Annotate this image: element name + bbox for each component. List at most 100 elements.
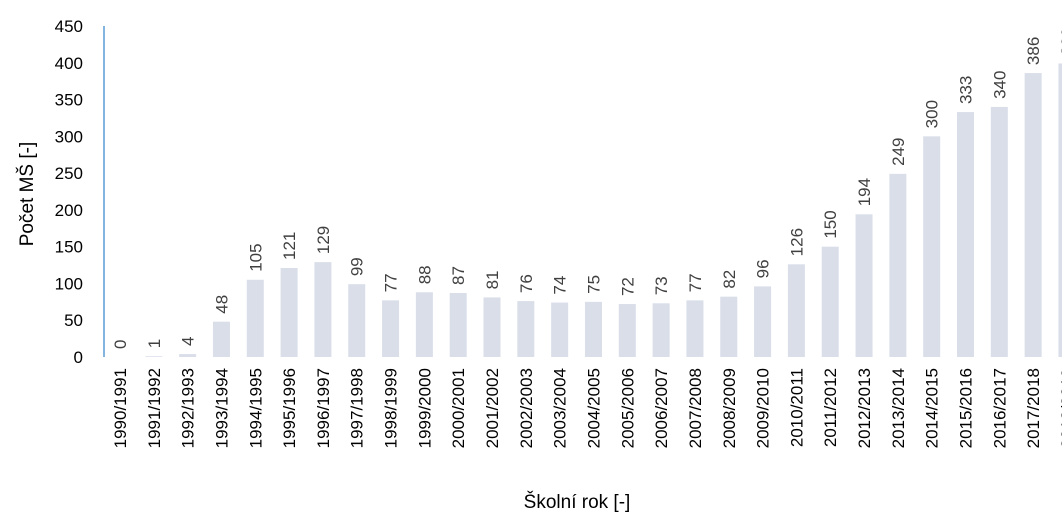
data-label: 126	[787, 228, 806, 256]
data-label: 399	[1058, 27, 1062, 55]
data-label: 121	[280, 232, 299, 260]
bar	[1058, 63, 1062, 357]
data-label: 48	[212, 295, 231, 314]
bar	[246, 279, 264, 357]
x-tick-label: 2006/2007	[652, 368, 671, 448]
x-tick-label: 2000/2001	[449, 368, 468, 448]
y-tick-label: 450	[55, 17, 83, 36]
x-tick-label: 2011/2012	[821, 368, 840, 447]
data-label: 88	[415, 265, 434, 284]
x-tick-label: 1996/1997	[314, 368, 333, 448]
bar	[517, 301, 535, 357]
x-tick-label: 2005/2006	[618, 368, 637, 448]
y-tick-label: 150	[55, 238, 83, 257]
data-label: 4	[179, 337, 198, 346]
x-axis-ticks: 1990/1991 1991/1992 1992/1993 1993/1994 1994…	[111, 368, 1062, 448]
x-tick-label: 2017/2018	[1024, 368, 1043, 448]
y-tick-label: 50	[64, 311, 83, 330]
x-tick-label: 2016/2017	[990, 368, 1009, 448]
bar	[686, 300, 704, 357]
data-label: 333	[957, 76, 976, 104]
data-label: 72	[618, 277, 637, 296]
bar	[652, 303, 670, 357]
x-tick-label: 2009/2010	[754, 368, 773, 448]
bar	[923, 136, 941, 357]
bar	[212, 321, 230, 357]
data-label: 73	[652, 276, 671, 295]
bar	[754, 286, 772, 357]
data-labels: 0 1 4 48 105 121 129 99 77 88 87 81 76 74 75 72 73 77 82 96…	[111, 27, 1062, 349]
bar	[382, 300, 400, 357]
bar	[787, 264, 805, 357]
x-tick-label: 1997/1998	[348, 368, 367, 448]
data-label: 81	[483, 270, 502, 289]
x-tick-label: 2015/2016	[957, 368, 976, 448]
data-label: 386	[1024, 37, 1043, 65]
y-axis-ticks: 0 50 100 150 200 250 300 350 400 450	[55, 17, 83, 367]
y-tick-label: 250	[55, 164, 83, 183]
data-label: 300	[923, 100, 942, 128]
bar	[618, 304, 636, 357]
bar	[145, 356, 163, 357]
x-tick-label: 2013/2014	[889, 368, 908, 448]
x-tick-label: 1994/1995	[246, 368, 265, 448]
data-label: 99	[348, 257, 367, 276]
data-label: 0	[111, 340, 130, 349]
bar	[855, 214, 873, 357]
data-label: 129	[314, 226, 333, 254]
y-tick-label: 0	[74, 348, 83, 367]
data-label: 105	[246, 243, 265, 271]
data-label: 249	[889, 137, 908, 165]
data-label: 77	[382, 273, 401, 292]
bars	[145, 63, 1062, 357]
bar	[821, 246, 839, 357]
x-tick-label: 1990/1991	[111, 368, 130, 448]
bar	[415, 292, 433, 357]
y-tick-label: 200	[55, 201, 83, 220]
data-label: 1	[145, 339, 164, 348]
data-label: 75	[584, 275, 603, 294]
bar	[957, 112, 974, 357]
data-label: 96	[754, 259, 773, 278]
bar	[551, 302, 569, 357]
bar	[314, 262, 332, 357]
x-axis-label: Školní rok [-]	[524, 491, 631, 513]
x-tick-label: 1992/1993	[179, 368, 198, 448]
y-tick-label: 350	[55, 91, 83, 110]
x-tick-label: 1998/1999	[382, 368, 401, 448]
bar	[280, 268, 298, 357]
bar	[179, 354, 197, 357]
bar	[348, 284, 366, 357]
x-tick-label: 2014/2015	[923, 368, 942, 448]
x-tick-label: 2012/2013	[855, 368, 874, 448]
bar	[889, 173, 907, 357]
y-tick-label: 400	[55, 54, 83, 73]
data-label: 194	[855, 178, 874, 206]
bar	[720, 296, 738, 357]
y-axis-label: Počet MŠ [-]	[16, 142, 38, 247]
x-tick-label: 2008/2009	[720, 368, 739, 448]
x-tick-label: 2004/2005	[584, 368, 603, 448]
x-tick-label: 2010/2011	[787, 368, 806, 447]
bar	[990, 106, 1008, 357]
data-label: 82	[720, 270, 739, 289]
bar	[584, 301, 602, 357]
x-tick-label: 1995/1996	[280, 368, 299, 448]
data-label: 340	[990, 71, 1009, 99]
y-tick-label: 300	[55, 127, 83, 146]
x-tick-label: 1991/1992	[145, 368, 164, 448]
data-label: 150	[821, 210, 840, 238]
data-label: 74	[551, 276, 570, 295]
x-tick-label: 2018/2019	[1058, 368, 1062, 448]
y-tick-label: 100	[55, 274, 83, 293]
bar	[483, 297, 501, 357]
x-tick-label: 1993/1994	[212, 368, 231, 448]
x-tick-label: 2003/2004	[551, 368, 570, 448]
x-tick-label: 2007/2008	[686, 368, 705, 448]
bar	[449, 293, 467, 357]
data-label: 76	[517, 274, 536, 293]
x-tick-label: 2002/2003	[517, 368, 536, 448]
x-tick-label: 1999/2000	[415, 368, 434, 448]
bar	[1024, 73, 1042, 357]
